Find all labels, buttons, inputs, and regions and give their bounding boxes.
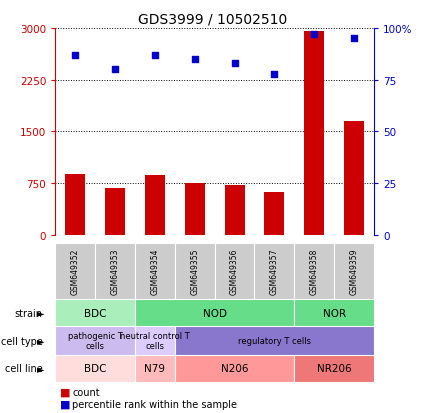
Bar [55,355,135,382]
Point [271,71,278,78]
Bar [95,244,135,299]
Text: BDC: BDC [84,308,106,318]
Text: GSM649355: GSM649355 [190,248,199,295]
Point [151,52,158,59]
Bar [55,299,135,326]
Text: NR206: NR206 [317,363,351,374]
Point [72,52,79,59]
Bar [294,244,334,299]
Bar [175,326,374,355]
Text: count: count [72,387,100,397]
Bar [55,326,135,355]
Bar [215,244,255,299]
Bar [135,244,175,299]
Text: BDC: BDC [84,363,106,374]
Bar [135,326,175,355]
Text: GSM649357: GSM649357 [270,248,279,295]
Text: ►: ► [37,308,45,318]
Bar [255,244,294,299]
Text: percentile rank within the sample: percentile rank within the sample [72,399,237,409]
Text: N79: N79 [144,363,165,374]
Point [191,57,198,63]
Bar [135,355,175,382]
Text: strain: strain [14,308,42,318]
Bar [175,244,215,299]
Text: cell line: cell line [5,363,42,374]
Text: cell type: cell type [0,336,42,346]
Bar [344,122,364,235]
Text: GDS3999 / 10502510: GDS3999 / 10502510 [138,12,287,26]
Bar [334,244,374,299]
Point [112,67,119,74]
Text: regulatory T cells: regulatory T cells [238,336,311,345]
Bar [224,186,244,235]
Bar [304,32,324,235]
Point [351,36,357,43]
Text: pathogenic T
cells: pathogenic T cells [68,331,122,350]
Text: neutral control T
cells: neutral control T cells [120,331,190,350]
Text: N206: N206 [221,363,248,374]
Text: GSM649358: GSM649358 [310,248,319,295]
Text: GSM649352: GSM649352 [71,248,79,295]
Text: ■: ■ [60,387,70,397]
Bar [185,184,205,235]
Bar [105,189,125,235]
Bar [294,299,374,326]
Text: GSM649359: GSM649359 [350,248,359,295]
Bar [264,193,284,235]
Text: GSM649354: GSM649354 [150,248,159,295]
Bar [175,355,294,382]
Text: ►: ► [37,336,45,346]
Text: GSM649356: GSM649356 [230,248,239,295]
Point [231,61,238,67]
Text: NOR: NOR [323,308,346,318]
Text: NOD: NOD [203,308,227,318]
Bar [65,175,85,235]
Bar [55,244,95,299]
Bar [135,299,294,326]
Text: GSM649353: GSM649353 [110,248,119,295]
Bar [294,355,374,382]
Bar [145,176,165,235]
Point [311,32,317,38]
Text: ►: ► [37,363,45,374]
Text: ■: ■ [60,399,70,409]
